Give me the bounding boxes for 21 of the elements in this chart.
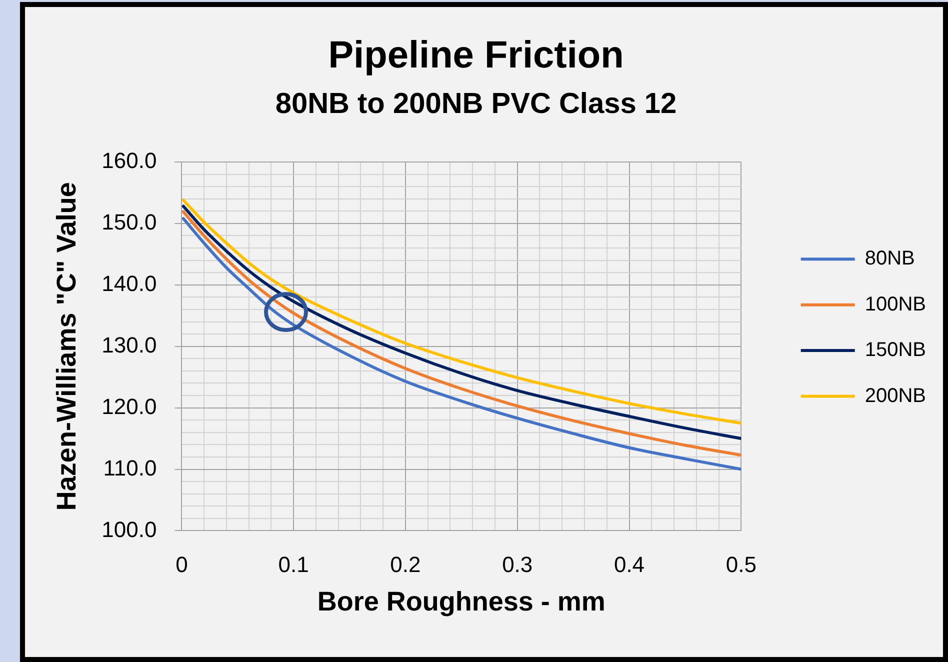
legend-label: 150NB	[864, 339, 926, 362]
x-tick-label: 0.3	[502, 552, 533, 577]
legend-label: 200NB	[864, 384, 926, 407]
y-tick-label: 120.0	[102, 394, 157, 419]
y-tick-label: 110.0	[103, 455, 157, 480]
y-tick-label: 150.0	[102, 210, 157, 235]
x-tick-label: 0.1	[278, 552, 309, 577]
y-tick-label: 100.0	[102, 516, 157, 542]
x-tick-label: 0.2	[390, 552, 421, 577]
y-tick-label: 160.0	[102, 148, 157, 174]
legend-label: 100NB	[864, 293, 926, 316]
legend-label: 80NB	[864, 248, 915, 270]
x-axis-title: Bore Roughness - mm	[317, 586, 606, 617]
y-tick-label: 140.0	[102, 270, 157, 296]
chart-subtitle: 80NB to 200NB PVC Class 12	[275, 88, 677, 120]
x-tick-label: 0	[176, 552, 188, 577]
chart-title: Pipeline Friction	[328, 34, 624, 76]
x-tick-label: 0.5	[726, 552, 756, 577]
y-tick-label: 130.0	[102, 332, 157, 358]
y-axis-title: Hazen-Williams "C" Value	[52, 182, 82, 511]
x-tick-label: 0.4	[614, 552, 645, 577]
